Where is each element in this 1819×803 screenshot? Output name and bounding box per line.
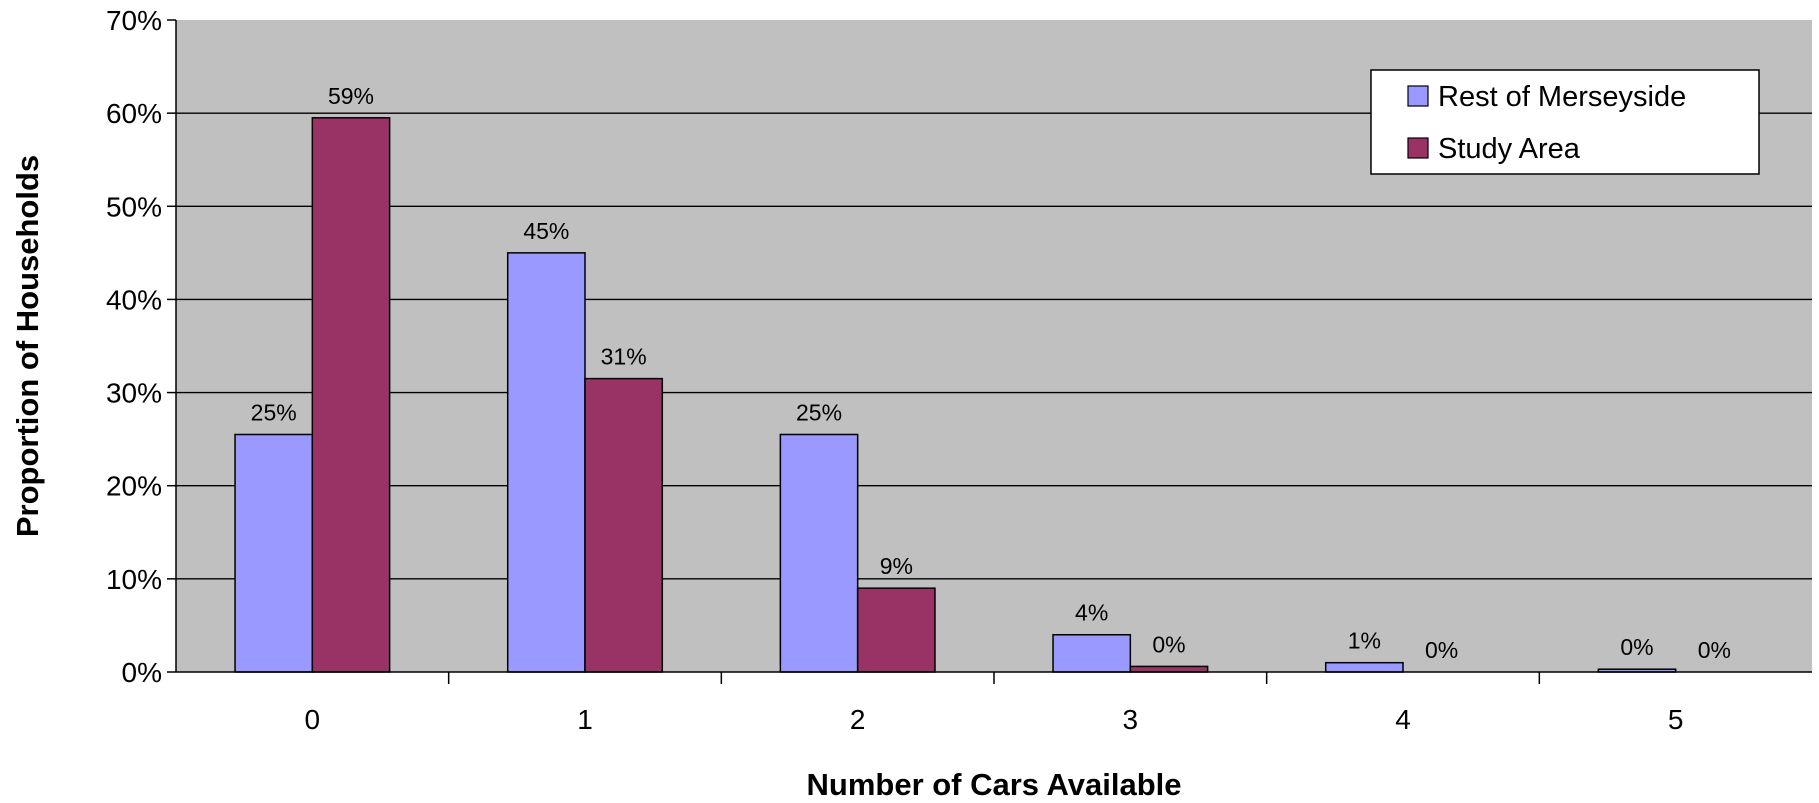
y-tick-label: 50%: [106, 191, 162, 222]
data-label: 0%: [1425, 637, 1458, 663]
data-label: 9%: [880, 553, 913, 579]
x-tick-label: 1: [577, 704, 593, 735]
legend-swatch-rest-of-merseyside: [1407, 85, 1429, 107]
data-label: 0%: [1620, 634, 1653, 660]
x-axis-tick-labels: 0 1 2 3 4 5: [305, 704, 1684, 735]
data-label: 4%: [1075, 600, 1108, 626]
y-axis-tick-labels: 0% 10% 20% 30% 40% 50% 60% 70%: [106, 5, 176, 688]
y-tick-label: 40%: [106, 284, 162, 315]
y-tick-label: 70%: [106, 5, 162, 36]
bar: [311, 117, 391, 673]
x-axis-ticks: [447, 672, 1541, 684]
legend: Rest of Merseyside Study Area: [1370, 69, 1760, 175]
data-label: 0%: [1698, 637, 1731, 663]
y-tick-label: 10%: [106, 564, 162, 595]
data-label: 25%: [796, 399, 842, 425]
y-tick-label: 30%: [106, 378, 162, 409]
x-tick-label: 4: [1395, 704, 1411, 735]
data-label: 0%: [1152, 631, 1185, 657]
x-tick-label: 2: [850, 704, 866, 735]
bar: [1052, 633, 1132, 673]
bar: [506, 252, 586, 673]
x-tick-label: 5: [1668, 704, 1684, 735]
bar: [584, 377, 664, 673]
data-labels: 25% 59% 45% 31% 25% 9% 4% 0% 1% 0% 0% 0%: [251, 83, 1731, 663]
bar: [779, 433, 859, 673]
x-axis-title: Number of Cars Available: [807, 767, 1182, 798]
data-label: 31%: [601, 344, 647, 370]
data-label: 1%: [1348, 628, 1381, 654]
bar: [856, 587, 936, 673]
data-label: 45%: [523, 218, 569, 244]
bar: [234, 433, 314, 673]
y-tick-label: 20%: [106, 471, 162, 502]
y-tick-label: 60%: [106, 98, 162, 129]
legend-swatch-study-area: [1407, 137, 1429, 159]
x-tick-label: 3: [1123, 704, 1139, 735]
bars: [234, 117, 1677, 673]
bar: [1324, 661, 1404, 673]
bar: [1129, 665, 1209, 673]
legend-label-rest-of-merseyside: Rest of Merseyside: [1438, 81, 1686, 113]
legend-label-study-area: Study Area: [1438, 133, 1581, 165]
legend-box: [1370, 69, 1760, 175]
data-label: 25%: [251, 399, 297, 425]
y-axis-title: Proportion of Households: [10, 155, 45, 537]
x-tick-label: 0: [305, 704, 321, 735]
data-label: 59%: [328, 83, 374, 109]
y-tick-label: 0%: [122, 657, 162, 688]
